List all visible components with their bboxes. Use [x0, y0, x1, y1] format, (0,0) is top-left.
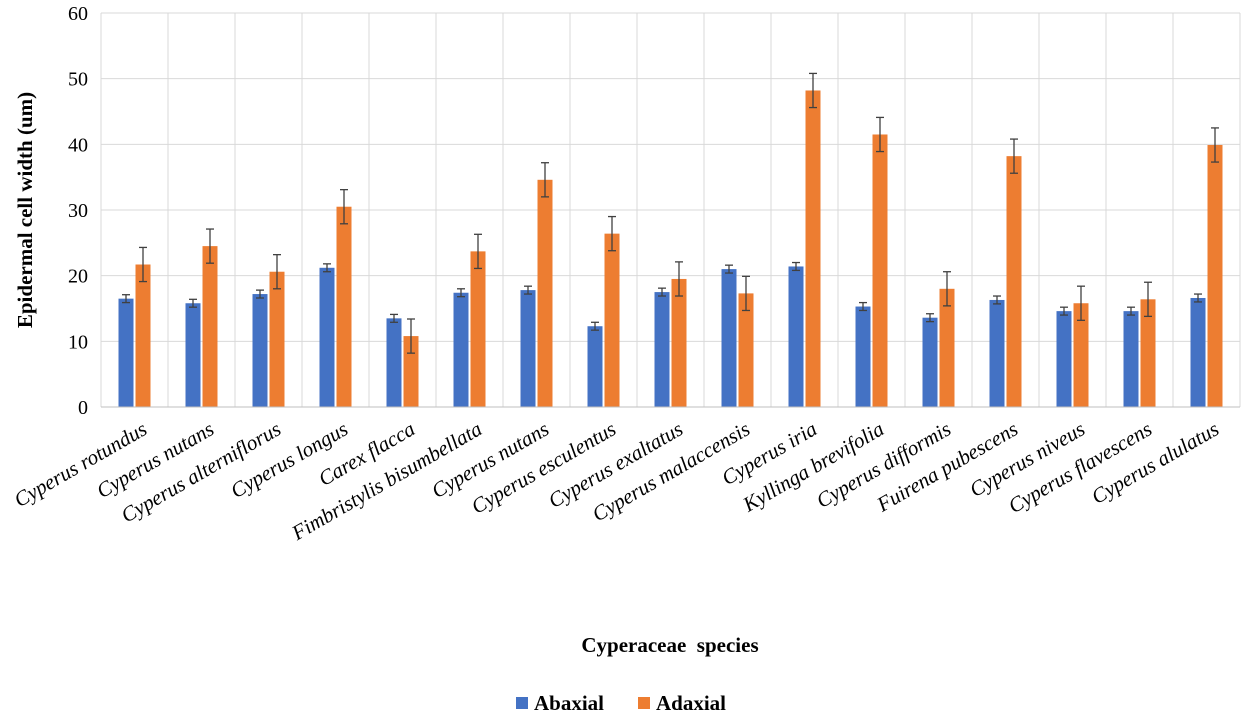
bar-adaxial-4: [403, 336, 419, 407]
y-tick-label-30: 30: [68, 200, 88, 222]
bar-abaxial-10: [788, 266, 804, 407]
bar-abaxial-12: [922, 317, 938, 407]
error-bar-abaxial-4: [390, 313, 398, 323]
bar-abaxial-4: [386, 318, 402, 407]
bar-abaxial-1: [185, 303, 201, 407]
bar-adaxial-5: [470, 251, 486, 407]
legend-swatch-adaxial: [638, 697, 650, 709]
legend-label-abaxial: Abaxial: [534, 691, 604, 714]
bar-abaxial-16: [1190, 297, 1206, 407]
bar-abaxial-6: [520, 290, 536, 407]
bar-adaxial-16: [1207, 144, 1223, 408]
error-bar-abaxial-10: [792, 261, 800, 272]
error-bar-abaxial-1: [189, 298, 197, 308]
error-bar-adaxial-9: [742, 275, 750, 312]
error-bars: [122, 72, 1219, 354]
bar-adaxial-9: [738, 293, 754, 407]
y-tick-label-40: 40: [68, 134, 88, 156]
bar-adaxial-8: [671, 278, 687, 407]
x-axis-title: Cyperaceae species: [581, 633, 758, 657]
error-bar-adaxial-3: [340, 188, 348, 225]
error-bar-adaxial-8: [675, 261, 683, 297]
error-bar-adaxial-10: [809, 72, 817, 109]
error-bar-adaxial-11: [876, 116, 884, 153]
bar-abaxial-11: [855, 306, 871, 407]
error-bar-abaxial-6: [524, 285, 532, 295]
error-bar-abaxial-14: [1060, 306, 1068, 316]
bars: [118, 90, 1223, 408]
bar-adaxial-10: [805, 90, 821, 407]
bar-abaxial-13: [989, 299, 1005, 407]
legend: Abaxial Adaxial: [516, 691, 726, 714]
y-tick-label-0: 0: [78, 397, 88, 419]
legend-label-adaxial: Adaxial: [656, 691, 726, 714]
bar-abaxial-7: [587, 326, 603, 407]
error-bar-adaxial-0: [139, 246, 147, 283]
bar-abaxial-0: [118, 298, 134, 407]
bar-adaxial-7: [604, 233, 620, 407]
error-bar-abaxial-8: [658, 287, 666, 297]
error-bar-adaxial-7: [608, 215, 616, 252]
bar-abaxial-14: [1056, 311, 1072, 407]
error-bar-adaxial-1: [206, 228, 214, 264]
error-bar-abaxial-12: [926, 313, 934, 323]
y-tick-label-60: 60: [68, 3, 88, 25]
y-axis-title: Epidermal cell width (um): [13, 92, 37, 328]
error-bar-abaxial-5: [457, 288, 465, 298]
error-bar-abaxial-11: [859, 301, 867, 312]
grid-lines: [100, 12, 1241, 407]
bar-adaxial-15: [1140, 299, 1156, 407]
bar-adaxial-13: [1006, 156, 1022, 407]
error-bar-adaxial-13: [1010, 138, 1018, 174]
legend-swatch-abaxial: [516, 697, 528, 709]
bar-adaxial-14: [1073, 303, 1089, 407]
bar-adaxial-1: [202, 246, 218, 407]
error-bar-abaxial-9: [725, 264, 733, 274]
error-bar-adaxial-5: [474, 233, 482, 270]
bar-adaxial-12: [939, 288, 955, 407]
bar-adaxial-11: [872, 134, 888, 407]
bar-abaxial-15: [1123, 311, 1139, 407]
error-bar-abaxial-16: [1194, 293, 1202, 303]
bar-abaxial-8: [654, 292, 670, 407]
error-bar-abaxial-7: [591, 321, 599, 331]
y-tick-label-10: 10: [68, 331, 88, 353]
y-tick-label-20: 20: [68, 266, 88, 288]
bar-adaxial-2: [269, 271, 285, 407]
error-bar-adaxial-6: [541, 162, 549, 198]
error-bar-adaxial-2: [273, 254, 281, 290]
error-bar-abaxial-0: [122, 294, 130, 304]
y-tick-labels: 0 10 20 30 40 50 60: [68, 3, 88, 419]
y-tick-label-50: 50: [68, 69, 88, 91]
error-bar-abaxial-13: [993, 295, 1001, 305]
error-bar-adaxial-16: [1211, 127, 1219, 163]
bar-abaxial-3: [319, 267, 335, 407]
error-bar-adaxial-4: [407, 318, 415, 354]
error-bar-adaxial-15: [1144, 281, 1152, 318]
error-bar-adaxial-12: [943, 271, 951, 307]
error-bar-adaxial-14: [1077, 285, 1085, 321]
error-bar-abaxial-15: [1127, 306, 1135, 316]
bar-adaxial-0: [135, 264, 151, 407]
bar-adaxial-3: [336, 206, 352, 407]
error-bar-abaxial-3: [323, 263, 331, 273]
bar-adaxial-6: [537, 179, 553, 407]
bar-abaxial-9: [721, 269, 737, 407]
error-bar-abaxial-2: [256, 289, 264, 299]
bar-abaxial-2: [252, 294, 268, 407]
bar-abaxial-5: [453, 292, 469, 407]
